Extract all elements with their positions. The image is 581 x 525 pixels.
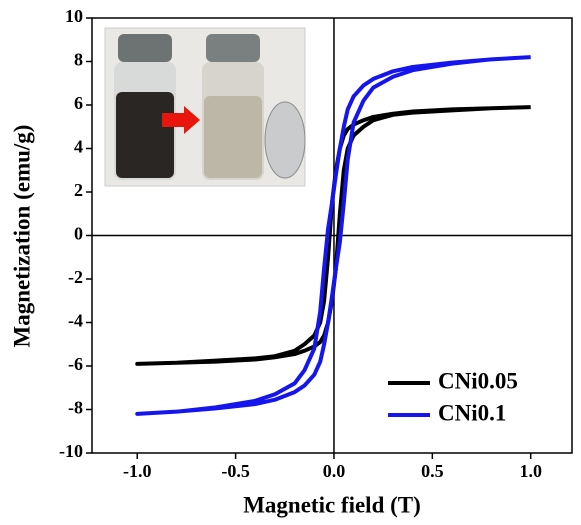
y-tick-label: 10 — [65, 6, 83, 26]
x-tick-label: 0.5 — [421, 461, 444, 481]
y-tick-label: -2 — [68, 267, 83, 287]
legend-label: CNi0.05 — [438, 368, 518, 393]
series-line — [135, 55, 531, 416]
x-tick-label: -0.5 — [221, 461, 250, 481]
y-tick-label: -6 — [68, 354, 83, 374]
y-axis-title: Magnetization (emu/g) — [9, 125, 34, 348]
y-tick-label: 4 — [74, 137, 83, 157]
y-tick-label: -8 — [68, 398, 83, 418]
inset-photo — [104, 27, 306, 187]
x-tick-label: 0.0 — [323, 461, 346, 481]
x-axis-title: Magnetic field (T) — [243, 492, 421, 517]
y-tick-label: -10 — [59, 441, 83, 461]
y-tick-label: 6 — [74, 93, 83, 113]
y-tick-label: 0 — [74, 224, 83, 244]
x-tick-label: -1.0 — [123, 461, 152, 481]
legend-label: CNi0.1 — [438, 400, 506, 425]
y-tick-label: 8 — [74, 50, 83, 70]
y-tick-label: -4 — [68, 311, 83, 331]
y-tick-label: 2 — [74, 180, 83, 200]
x-tick-label: 1.0 — [519, 461, 542, 481]
